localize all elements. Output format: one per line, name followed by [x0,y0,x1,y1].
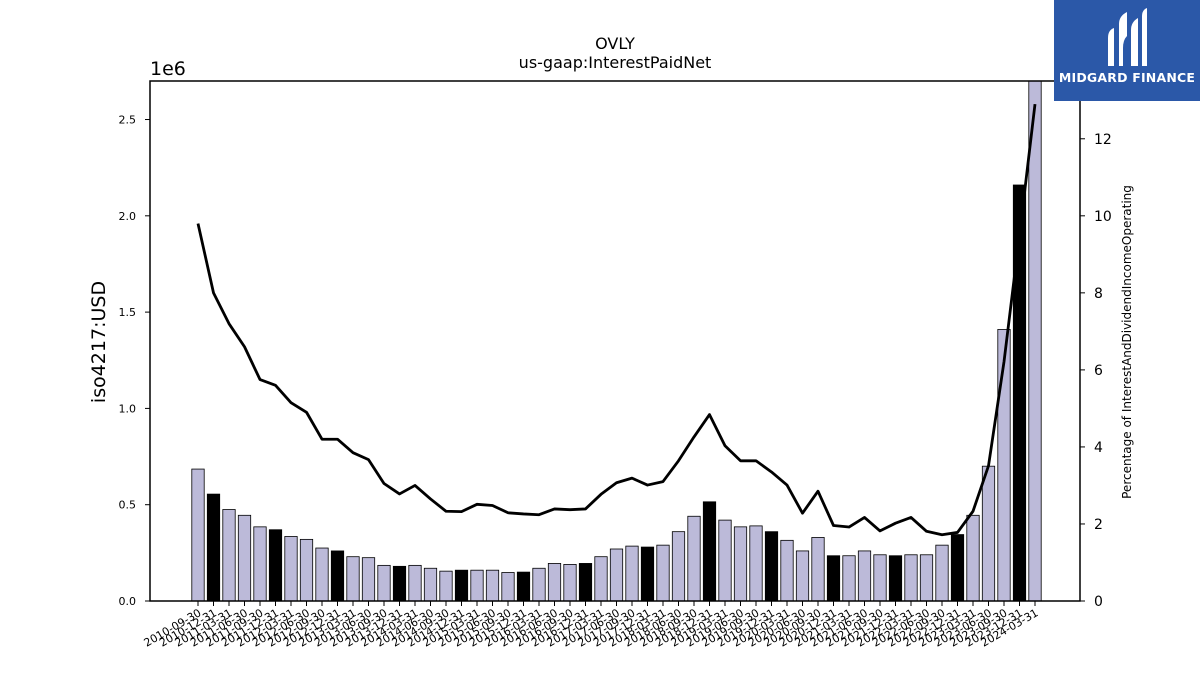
bar-2015-06-30 [485,569,500,602]
bar-2016-12-31 [578,563,593,602]
bar-2013-12-31 [392,565,407,602]
bar-2016-03-31 [532,567,546,602]
y2-tick-label: 2 [1094,517,1103,533]
y-tick-label: 1.5 [119,306,137,319]
bar-2016-06-30 [547,563,562,602]
bar-2016-09-30 [563,564,577,602]
y-tick-label: 0.5 [119,499,137,512]
bar-2022-09-30 [935,544,949,602]
bar-2018-12-31 [702,501,717,602]
bar-2012-12-31 [330,550,345,602]
chart-subtitle: us-gaap:InterestPaidNet [519,53,712,72]
bar-2017-03-31 [594,556,608,602]
y2-tick-label: 4 [1094,440,1103,456]
bar-2020-03-31 [780,539,794,602]
bar-2021-06-30 [857,550,872,602]
y2-tick-label: 6 [1094,363,1103,379]
series-line [196,103,1037,537]
bar-2022-06-30 [919,554,934,602]
bar-2017-06-30 [609,548,624,602]
plot-frame [149,80,1081,602]
y-tick-label: 0.0 [119,595,137,608]
y2-tick-label: 12 [1094,132,1112,148]
bar-2023-03-31 [966,514,980,602]
bar-2021-12-31 [888,555,903,602]
bar-2010-09-30 [191,468,205,602]
bar-2010-12-31 [206,493,221,602]
bar-2014-03-31 [408,564,422,602]
y2-tick-label: 8 [1094,286,1103,302]
y2-tick-label: 10 [1094,209,1112,225]
bar-2015-12-31 [516,571,531,602]
bar-2013-06-30 [361,557,376,602]
bars-group [191,80,1042,602]
bar-2013-03-31 [346,556,360,602]
axes-group: 0.00.51.01.52.02.50246810122010-09-30201… [119,80,1112,650]
bar-2017-12-31 [640,546,655,602]
bar-2018-03-31 [656,544,670,602]
bar-2012-03-31 [284,536,298,602]
bar-2011-12-31 [268,529,283,602]
bar-2022-12-31 [950,534,965,602]
bar-2014-09-30 [439,570,453,602]
bar-2011-03-31 [222,509,236,602]
y2-tick-label: 0 [1094,594,1103,610]
chart-title: OVLY [595,34,635,53]
bar-2021-03-31 [842,555,856,602]
bar-2020-12-31 [826,555,841,602]
bar-2013-09-30 [377,564,391,602]
bar-2020-06-30 [795,550,810,602]
bar-2019-06-30 [733,526,748,602]
line-group [196,103,1037,537]
bar-2019-03-31 [718,519,732,602]
bar-2014-06-30 [423,567,438,602]
bar-2021-09-30 [873,554,887,602]
bar-2017-09-30 [625,545,639,602]
bar-2018-09-30 [687,515,701,602]
bar-2022-03-31 [904,554,918,602]
bar-2023-12-31 [1012,184,1027,602]
y-tick-label: 2.0 [119,210,137,223]
y-axis-label: iso4217:USD [88,281,110,403]
bar-2023-06-30 [981,465,996,602]
bar-2019-12-31 [764,531,779,602]
bar-2024-03-31 [1028,80,1042,602]
bar-2011-06-30 [237,514,252,602]
midgard-m-logo-icon [1108,8,1147,66]
brand-name: MIDGARD FINANCE [1058,70,1196,85]
bar-2014-12-31 [454,569,469,602]
y2-axis-label: Percentage of InterestAndDividendIncomeO… [1120,185,1134,499]
bar-2015-09-30 [501,572,515,602]
bar-2018-06-30 [671,531,686,602]
y-scale-label: 1e6 [150,58,186,80]
bar-2019-09-30 [749,525,763,602]
bar-2020-09-30 [811,537,825,602]
y-tick-label: 1.0 [119,402,137,415]
bar-2011-09-30 [253,526,267,602]
bar-2012-06-30 [299,538,314,602]
brand-logo: MIDGARD FINANCE [1054,0,1200,101]
bar-2012-09-30 [315,547,329,602]
y-tick-label: 2.5 [119,114,137,127]
bar-2015-03-31 [470,569,484,602]
